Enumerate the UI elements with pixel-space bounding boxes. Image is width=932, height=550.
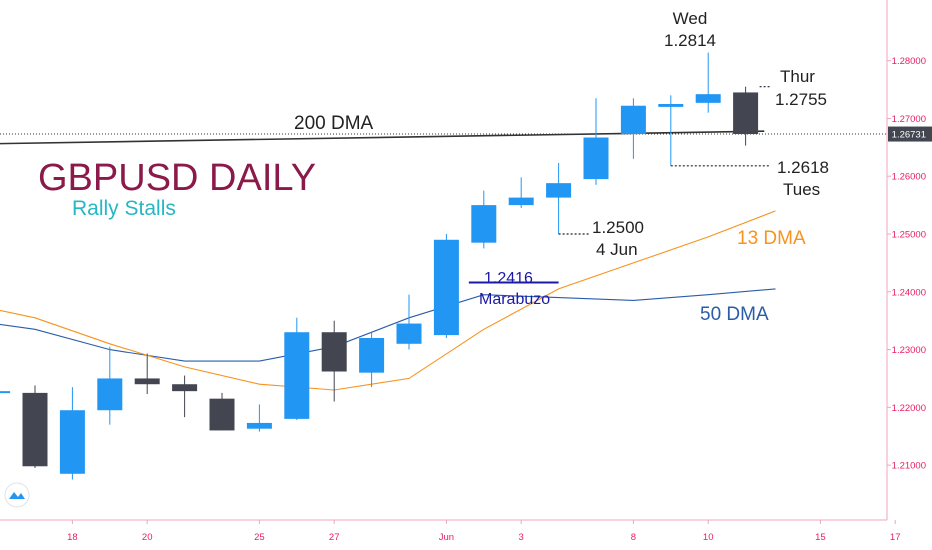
candle-body [695, 94, 721, 103]
candle-up[interactable] [97, 346, 123, 425]
candle-body [0, 391, 11, 394]
wed-value-label: 1.2814 [664, 31, 716, 50]
y-tick-label: 1.23000 [892, 345, 926, 356]
candle-up[interactable] [396, 294, 422, 350]
candle-body [59, 410, 85, 474]
x-tick-label: 10 [703, 532, 714, 543]
x-tick-label: 17 [890, 532, 901, 543]
x-tick-label: 20 [142, 532, 153, 543]
candle-body [134, 378, 160, 385]
dma50-line [0, 288, 776, 362]
x-tick-label: 25 [254, 532, 265, 543]
candle-up[interactable] [471, 190, 497, 249]
thur-day-label: Thur [780, 67, 815, 86]
candle-up[interactable] [359, 332, 385, 388]
candle-body [583, 137, 609, 180]
candle-up[interactable] [695, 52, 721, 113]
candle-body [433, 239, 459, 336]
candle-body [22, 392, 48, 467]
candle-down[interactable] [22, 385, 48, 468]
annotations: 200 DMA 13 DMA 50 DMA 1.2416 Marabuzo Wed 1.28… [294, 9, 829, 325]
candle-body [284, 332, 310, 419]
dma13-label: 13 DMA [737, 228, 806, 249]
y-tick-label: 1.22000 [892, 403, 926, 414]
candle-body [546, 183, 572, 198]
chart-subtitle: Rally Stalls [72, 197, 176, 220]
candle-body [246, 422, 272, 429]
marabuzo-text-label: Marabuzo [479, 291, 550, 308]
dma13-line [0, 210, 776, 391]
candle-up[interactable] [246, 404, 272, 432]
candle-down[interactable] [209, 392, 235, 431]
candle-up[interactable] [508, 177, 534, 208]
wed-day-label: Wed [673, 9, 708, 28]
candle-up[interactable] [59, 387, 85, 480]
candle-down[interactable] [134, 353, 160, 395]
dma50-label: 50 DMA [700, 304, 769, 325]
candle-body [209, 398, 235, 431]
candle-body [359, 338, 385, 373]
y-tick-label: 1.24000 [892, 287, 926, 298]
jun4-day-label: 4 Jun [596, 240, 638, 259]
candle-body [471, 205, 497, 243]
x-tick-label: 15 [815, 532, 826, 543]
candle-up[interactable] [284, 317, 310, 421]
x-tick-label: 18 [67, 532, 78, 543]
candle-up[interactable] [658, 95, 684, 166]
candle-up[interactable] [433, 234, 459, 338]
candle-body [172, 384, 198, 392]
candle-body [620, 105, 646, 135]
y-tick-label: 1.21000 [892, 461, 926, 472]
candle-body [733, 92, 759, 135]
x-tick-label: Jun [439, 532, 454, 543]
candle-down[interactable] [321, 320, 347, 402]
candle-body [396, 323, 422, 344]
current-price-tag [888, 126, 932, 142]
jun4-value-label: 1.2500 [592, 218, 644, 237]
chart-title: GBPUSD DAILY [38, 157, 316, 199]
candle-up[interactable] [583, 98, 609, 185]
x-tick-label: 8 [631, 532, 636, 543]
y-tick-label: 1.25000 [892, 230, 926, 241]
dma200-line [0, 130, 765, 145]
candle-body [508, 197, 534, 206]
tradingview-logo-icon[interactable] [4, 482, 30, 508]
candles [0, 52, 759, 480]
candle-body [658, 104, 684, 107]
thur-value-label: 1.2755 [775, 90, 827, 109]
y-tick-label: 1.26000 [892, 172, 926, 183]
candle-down[interactable] [733, 86, 759, 146]
candle-up[interactable] [620, 98, 646, 159]
candle-down[interactable] [172, 375, 198, 418]
dma200-label: 200 DMA [294, 113, 374, 134]
x-tick-label: 27 [329, 532, 340, 543]
tues-value-label: 1.2618 [777, 158, 829, 177]
y-tick-label: 1.27000 [892, 114, 926, 125]
current-price-label: 1.26731 [892, 130, 926, 141]
candle-body [321, 332, 347, 372]
candle-up[interactable] [546, 162, 572, 234]
candle-up[interactable] [0, 385, 11, 394]
candle-body [97, 378, 123, 411]
marabuzo-value-label: 1.2416 [484, 270, 533, 287]
y-tick-label: 1.28000 [892, 56, 926, 67]
x-tick-label: 3 [519, 532, 524, 543]
tues-day-label: Tues [783, 180, 820, 199]
